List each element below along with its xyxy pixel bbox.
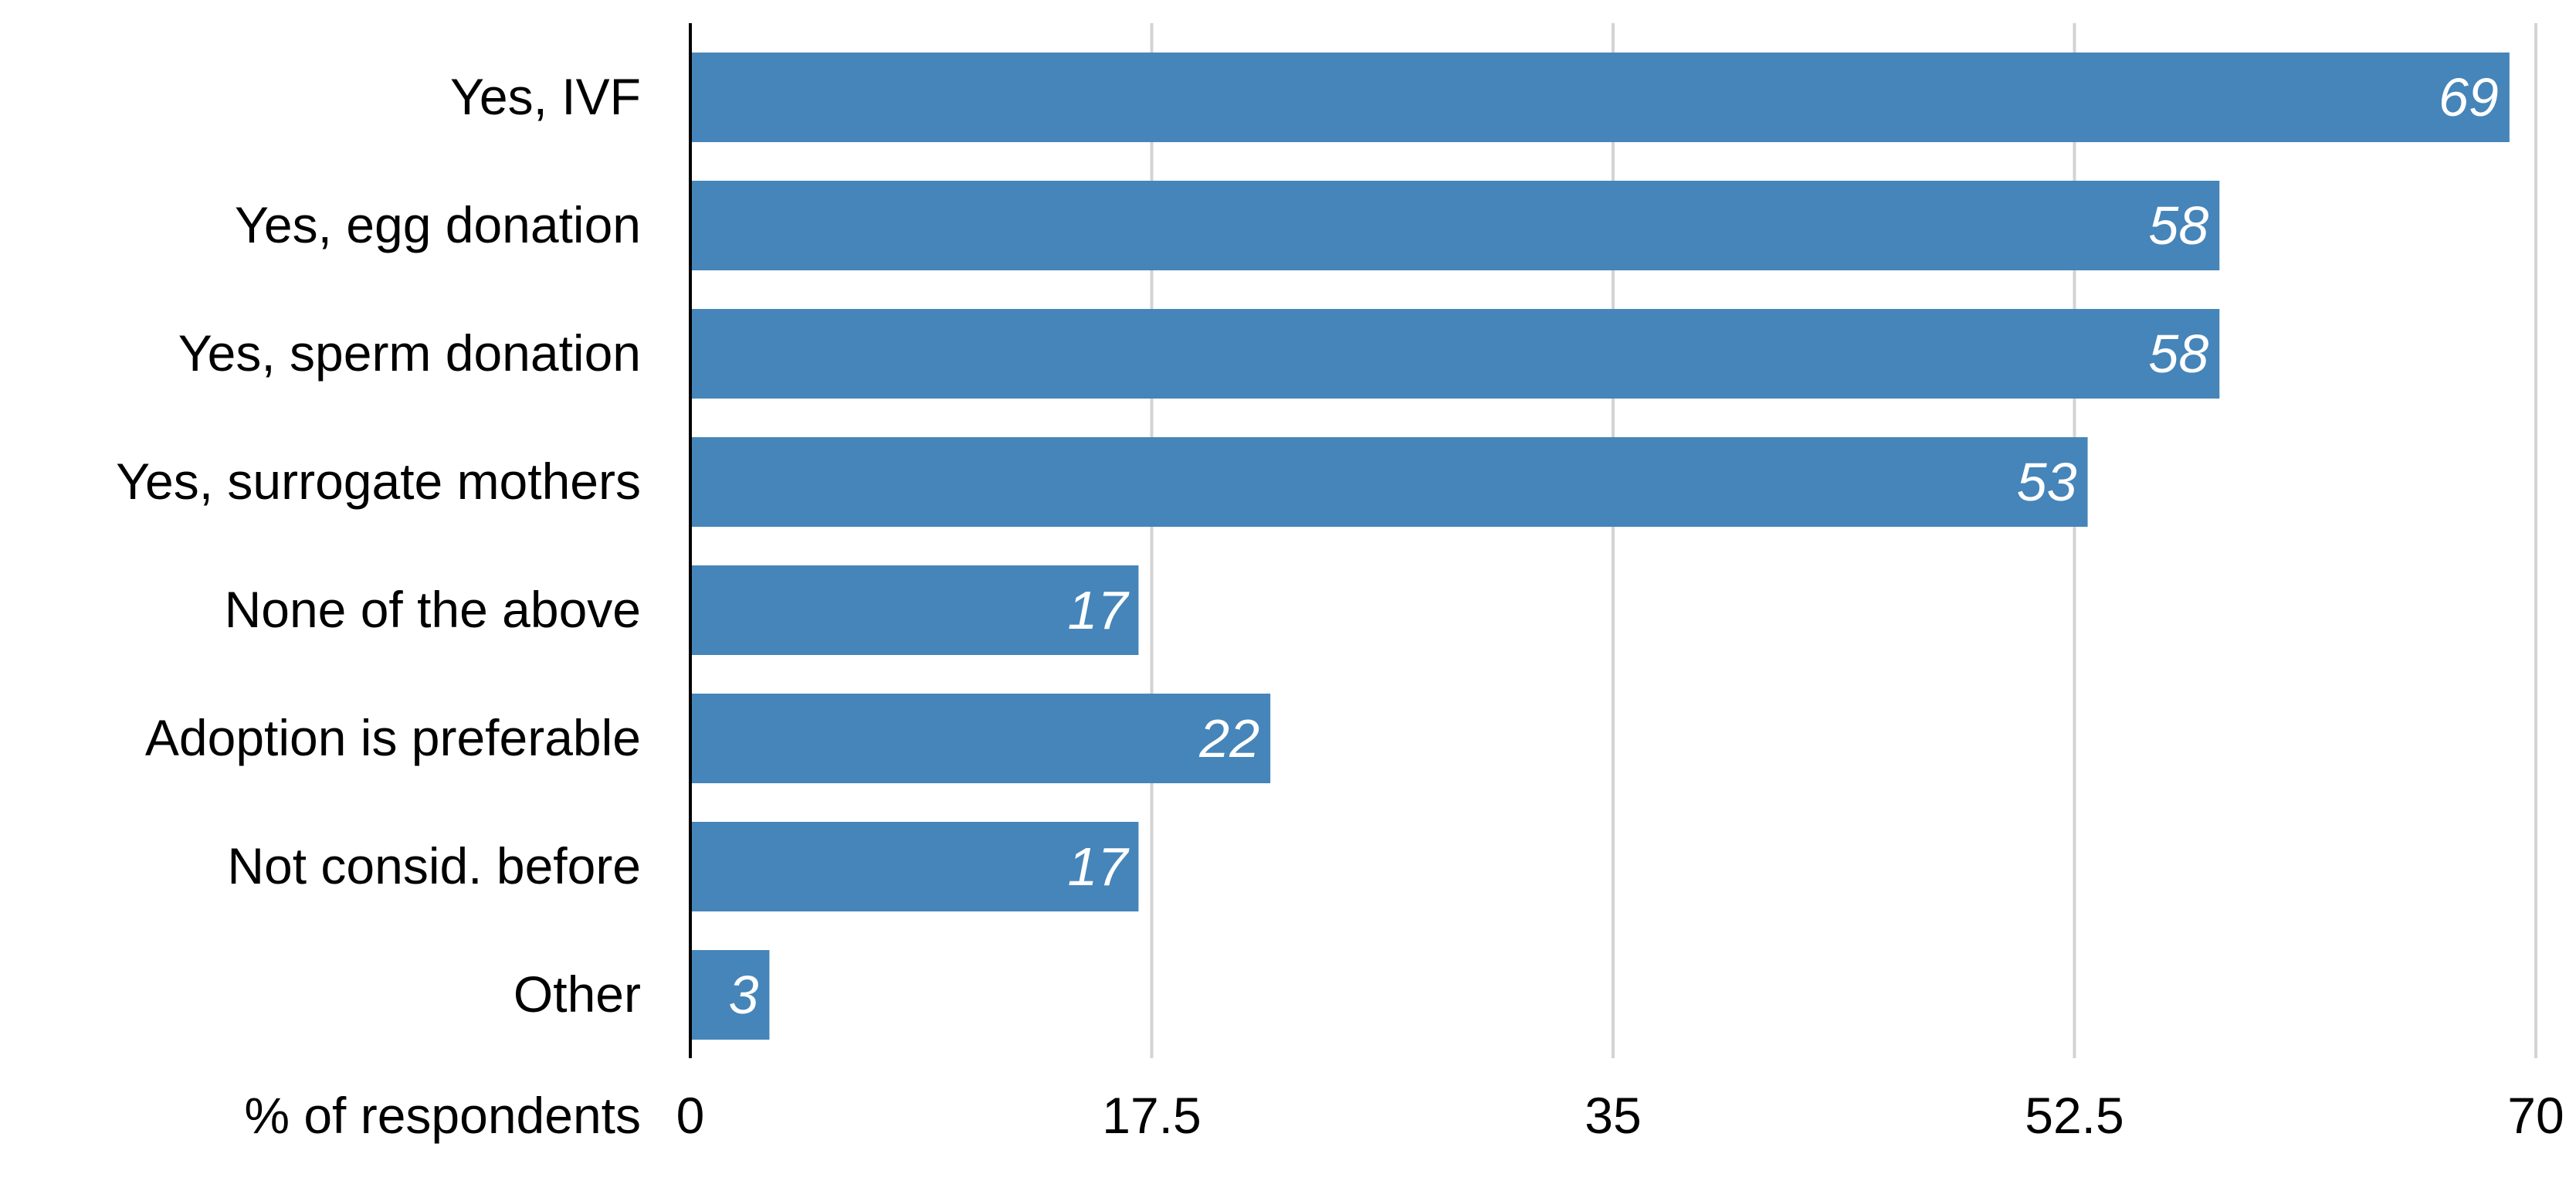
bar-value-label: 53 bbox=[2017, 452, 2077, 512]
bar bbox=[690, 694, 1271, 783]
category-label: None of the above bbox=[225, 581, 641, 638]
bar-value-label: 58 bbox=[2148, 324, 2208, 384]
category-label: Yes, sperm donation bbox=[178, 324, 641, 382]
category-labels: Yes, IVF Yes, egg donation Yes, sperm dona… bbox=[116, 68, 641, 1023]
bar-value-label: 58 bbox=[2148, 195, 2208, 256]
x-tick-label: 52.5 bbox=[2025, 1087, 2124, 1144]
bar bbox=[690, 181, 2220, 270]
category-label: Yes, IVF bbox=[450, 68, 641, 125]
x-tick-label: 17.5 bbox=[1102, 1087, 1201, 1144]
bar bbox=[690, 950, 770, 1040]
x-tick-label: 70 bbox=[2507, 1087, 2564, 1144]
x-axis: 0 17.5 35 52.5 70 bbox=[676, 23, 2564, 1144]
x-tick-label: 35 bbox=[1585, 1087, 1641, 1144]
bar-value-label: 3 bbox=[728, 965, 758, 1025]
bar bbox=[690, 822, 1139, 911]
x-axis-title: % of respondents bbox=[244, 1087, 641, 1144]
value-labels: 69 58 58 53 17 22 17 3 bbox=[728, 67, 2498, 1025]
x-tick-label: 0 bbox=[676, 1087, 705, 1144]
bar bbox=[690, 437, 2088, 527]
category-label: Not consid. before bbox=[227, 837, 641, 894]
bar bbox=[690, 565, 1139, 655]
bar bbox=[690, 53, 2510, 142]
bar-value-label: 22 bbox=[1198, 708, 1259, 769]
category-label: Other bbox=[514, 966, 641, 1023]
bars bbox=[690, 53, 2510, 1040]
bar bbox=[690, 309, 2220, 399]
bar-value-label: 17 bbox=[1068, 837, 1130, 897]
category-label: Yes, egg donation bbox=[235, 196, 641, 253]
bar-value-label: 69 bbox=[2439, 67, 2499, 127]
category-label: Adoption is preferable bbox=[145, 709, 641, 766]
bar-value-label: 17 bbox=[1068, 580, 1130, 640]
category-label: Yes, surrogate mothers bbox=[116, 453, 641, 510]
